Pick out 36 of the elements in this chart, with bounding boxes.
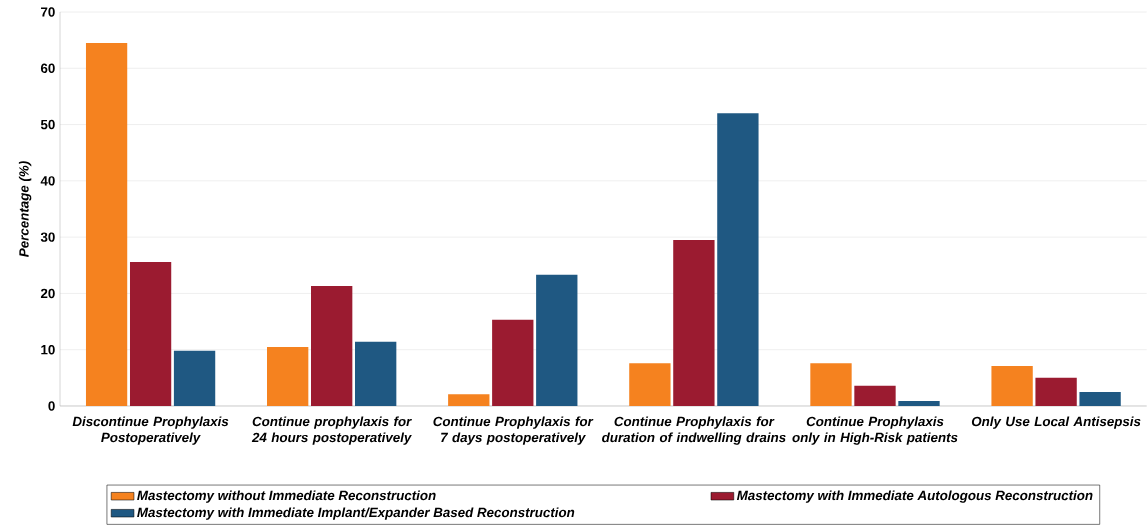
bar — [629, 363, 671, 406]
bar — [267, 346, 309, 406]
bar — [536, 274, 578, 406]
bar — [355, 341, 397, 406]
legend-label: Mastectomy without Immediate Reconstruction — [137, 490, 436, 503]
bar — [85, 42, 128, 406]
y-tick-label: 10 — [41, 344, 55, 355]
bar — [129, 261, 172, 406]
bar — [673, 239, 715, 406]
bar — [492, 319, 534, 406]
bar — [1079, 391, 1121, 406]
y-tick-label: 70 — [41, 7, 55, 17]
bar — [1035, 377, 1077, 406]
x-tick-label: Continue Prophylaxis for duration of indwelling drains — [602, 416, 786, 445]
bar — [311, 286, 353, 406]
y-tick-label: 40 — [40, 176, 55, 186]
x-tick-label: Continue Prophylaxis for 7 days postoperatively — [433, 416, 594, 445]
y-tick-label: 50 — [40, 119, 55, 130]
legend-label: Mastectomy with Immediate Implant/Expander Based Reconstruction — [137, 507, 575, 520]
y-tick-label: 60 — [40, 63, 55, 73]
bar — [448, 394, 490, 406]
y-tick-label: 30 — [40, 232, 55, 242]
y-tick-label: 20 — [40, 288, 55, 299]
x-tick-label: Discontinue Prophylaxis Postoperatively — [72, 416, 229, 445]
legend-label: Mastectomy with Immediate Autologous Reconstruction — [736, 490, 1093, 503]
bar — [898, 400, 940, 406]
x-tick-label: Only Use Local Antisepsis — [971, 416, 1141, 429]
x-tick-label: Continue Prophylaxis only in High-Risk patients — [792, 416, 958, 445]
y-axis-title: Percentage (%) — [18, 161, 32, 257]
y-tick-label: 0 — [48, 401, 55, 411]
x-tick-label: Continue prophylaxis for 24 hours postoperatively — [251, 416, 412, 445]
bar — [717, 113, 759, 406]
bar — [854, 385, 896, 406]
bar — [810, 363, 852, 406]
bar — [173, 350, 216, 406]
bar — [991, 366, 1033, 406]
